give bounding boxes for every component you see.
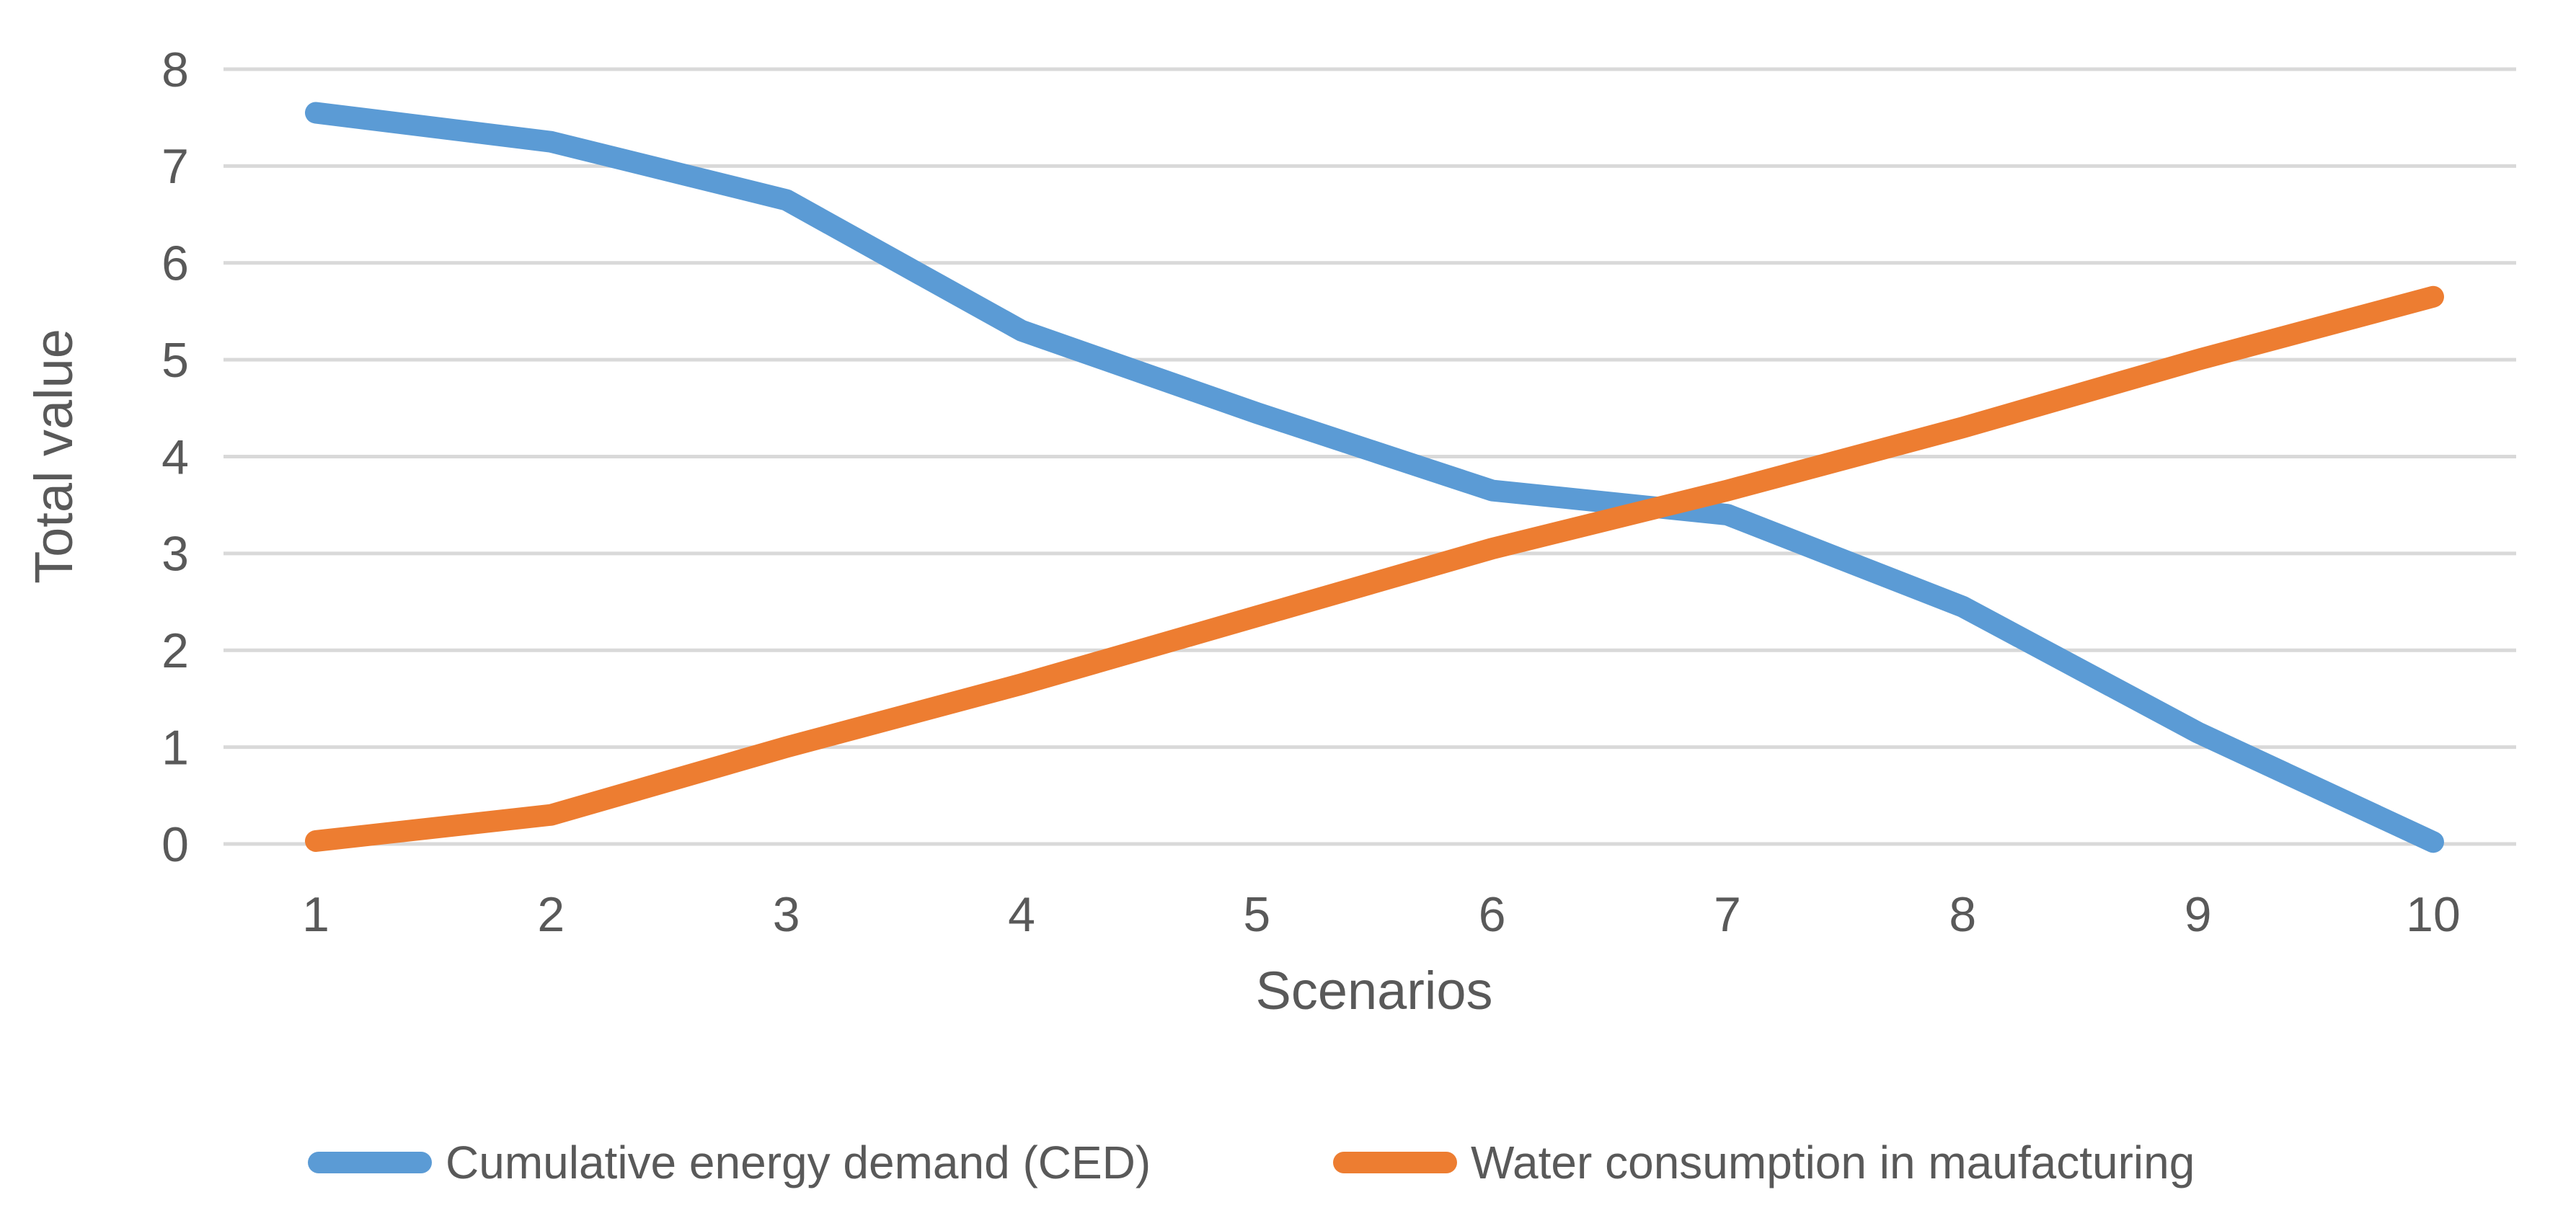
legend: Cumulative energy demand (CED) Water con… xyxy=(308,1137,2195,1188)
x-tick-1: 1 xyxy=(302,887,329,942)
data-series-lines xyxy=(305,102,2444,853)
y-tick-4: 4 xyxy=(161,430,189,484)
x-tick-9: 9 xyxy=(2185,887,2212,942)
y-tick-3: 3 xyxy=(161,527,189,582)
y-axis-title: Total value xyxy=(24,329,84,584)
x-tick-7: 7 xyxy=(1714,887,1741,942)
y-tick-7: 7 xyxy=(161,139,189,194)
legend-label-water: Water consumption in maufacturing xyxy=(1471,1137,2195,1188)
x-tick-5: 5 xyxy=(1243,887,1270,942)
x-tick-3: 3 xyxy=(773,887,800,942)
y-tick-2: 2 xyxy=(161,623,189,678)
series-line-0 xyxy=(305,102,2444,853)
legend-label-ced: Cumulative energy demand (CED) xyxy=(446,1137,1151,1188)
y-tick-0: 0 xyxy=(161,817,189,872)
x-axis-title: Scenarios xyxy=(1255,961,1492,1021)
y-tick-6: 6 xyxy=(161,236,189,291)
series-line-1 xyxy=(305,285,2444,852)
x-tick-2: 2 xyxy=(537,887,565,942)
legend-swatch-water xyxy=(1333,1152,1457,1173)
x-tick-6: 6 xyxy=(1479,887,1506,942)
x-axis-tick-labels: 1 2 3 4 5 6 7 8 9 10 xyxy=(302,887,2461,942)
legend-swatch-ced xyxy=(308,1152,432,1173)
y-tick-5: 5 xyxy=(161,333,189,388)
y-tick-8: 8 xyxy=(161,43,189,97)
y-tick-1: 1 xyxy=(161,720,189,775)
x-tick-8: 8 xyxy=(1949,887,1976,942)
x-tick-4: 4 xyxy=(1008,887,1035,942)
x-tick-10: 10 xyxy=(2406,887,2461,942)
y-axis-tick-labels: 0 1 2 3 4 5 6 7 8 xyxy=(161,43,189,872)
